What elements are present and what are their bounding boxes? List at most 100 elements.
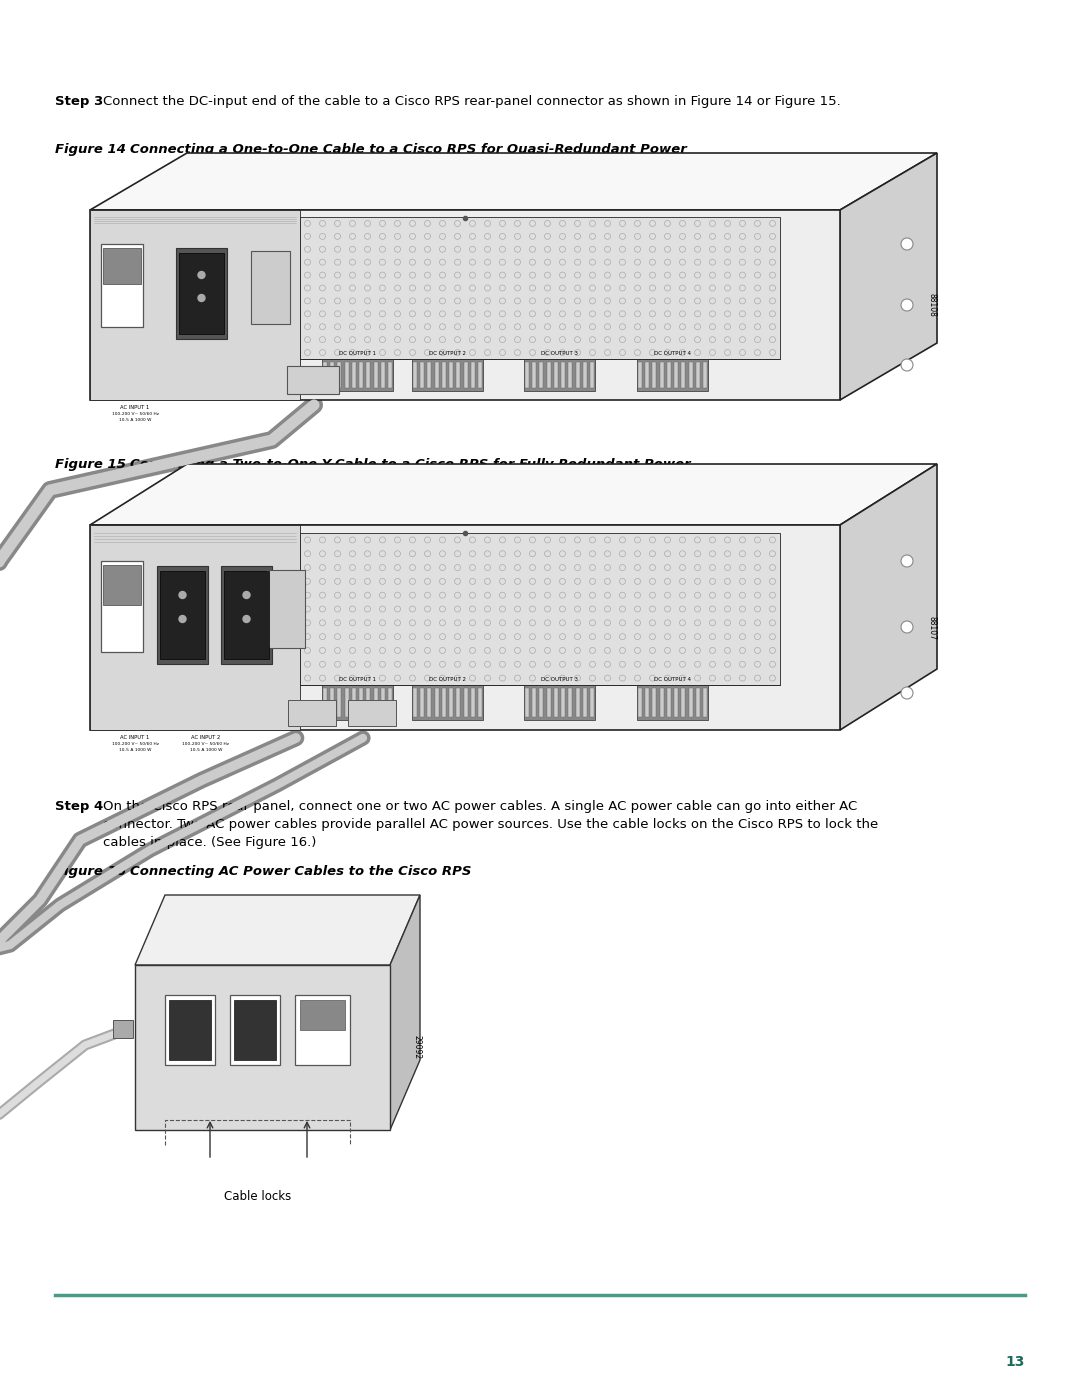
Bar (345, 687, 349, 717)
Bar (463, 362, 468, 388)
Text: Connecting a Two-to-One Y-Cable to a Cisco RPS for Fully Redundant Power: Connecting a Two-to-One Y-Cable to a Cis… (130, 458, 690, 471)
Bar (288, 700, 336, 726)
Text: connector. Two AC power cables provide parallel AC power sources. Use the cable : connector. Two AC power cables provide p… (103, 819, 878, 831)
Bar (179, 253, 224, 334)
Text: 88107: 88107 (928, 616, 936, 640)
Circle shape (901, 555, 913, 567)
Bar (330, 362, 334, 388)
Bar (300, 217, 780, 359)
Bar (554, 687, 558, 717)
Bar (295, 995, 350, 1065)
Polygon shape (90, 154, 937, 210)
Bar (352, 687, 356, 717)
Bar (703, 687, 707, 717)
Bar (696, 687, 700, 717)
Text: Figure 14: Figure 14 (55, 142, 126, 156)
Bar (568, 687, 572, 717)
Text: DC OUTPUT 4: DC OUTPUT 4 (654, 351, 691, 356)
Bar (637, 359, 708, 391)
Text: DC OUTPUT 2: DC OUTPUT 2 (429, 351, 465, 356)
Bar (348, 700, 396, 726)
Text: Step 3: Step 3 (55, 95, 104, 108)
Circle shape (901, 622, 913, 633)
Bar (674, 687, 678, 717)
Circle shape (198, 295, 205, 302)
Bar (471, 687, 475, 717)
Bar (666, 362, 671, 388)
Text: 13: 13 (1005, 1355, 1025, 1369)
Bar (102, 562, 143, 652)
Bar (230, 995, 280, 1065)
Bar (224, 571, 269, 659)
Text: DC OUTPUT 3: DC OUTPUT 3 (541, 351, 578, 356)
Text: 10-5 A 1000 W: 10-5 A 1000 W (119, 418, 151, 422)
Text: AC INPUT 1: AC INPUT 1 (120, 405, 150, 409)
Bar (576, 362, 580, 388)
Text: On the Cisco RPS rear panel, connect one or two AC power cables. A single AC pow: On the Cisco RPS rear panel, connect one… (103, 800, 858, 813)
Bar (525, 687, 529, 717)
Bar (300, 534, 780, 685)
Bar (638, 687, 642, 717)
Bar (360, 687, 363, 717)
Bar (660, 687, 664, 717)
Bar (652, 687, 657, 717)
Text: 100-200 V~ 50/60 Hz: 100-200 V~ 50/60 Hz (111, 742, 159, 746)
Circle shape (901, 359, 913, 372)
Bar (546, 362, 551, 388)
Bar (478, 362, 482, 388)
Bar (532, 362, 537, 388)
Bar (471, 362, 475, 388)
Bar (221, 566, 272, 664)
Circle shape (901, 237, 913, 250)
Bar (562, 687, 565, 717)
Text: DC OUTPUT 1: DC OUTPUT 1 (339, 678, 376, 682)
Bar (674, 362, 678, 388)
Bar (322, 685, 393, 719)
Bar (381, 687, 384, 717)
Text: cables in place. (See Figure 16.): cables in place. (See Figure 16.) (103, 835, 316, 849)
Bar (637, 685, 708, 719)
Bar (323, 687, 327, 717)
Polygon shape (840, 154, 937, 400)
Circle shape (179, 616, 186, 623)
Bar (366, 687, 370, 717)
Bar (345, 362, 349, 388)
Bar (360, 362, 363, 388)
Circle shape (179, 591, 186, 598)
Bar (168, 1000, 211, 1060)
Text: 10-5 A 1000 W: 10-5 A 1000 W (190, 747, 222, 752)
Bar (660, 362, 664, 388)
Bar (337, 362, 341, 388)
Bar (428, 687, 431, 717)
Text: 100-200 V~ 50/60 Hz: 100-200 V~ 50/60 Hz (183, 742, 229, 746)
Bar (524, 685, 595, 719)
Bar (300, 1000, 345, 1030)
Bar (568, 362, 572, 388)
Bar (165, 995, 215, 1065)
Bar (234, 1000, 276, 1060)
Text: Step 4: Step 4 (55, 800, 104, 813)
Bar (525, 362, 529, 388)
Bar (478, 687, 482, 717)
Bar (681, 687, 686, 717)
Bar (413, 362, 417, 388)
Bar (562, 362, 565, 388)
Bar (532, 687, 537, 717)
Bar (681, 362, 686, 388)
Bar (590, 362, 594, 388)
Text: Connecting a One-to-One Cable to a Cisco RPS for Quasi-Redundant Power: Connecting a One-to-One Cable to a Cisco… (130, 142, 687, 156)
Text: DC OUTPUT 3: DC OUTPUT 3 (541, 678, 578, 682)
Bar (160, 571, 205, 659)
Bar (554, 362, 558, 388)
Bar (90, 525, 300, 731)
Bar (638, 362, 642, 388)
Circle shape (243, 616, 249, 623)
Bar (322, 359, 393, 391)
Bar (457, 362, 460, 388)
Bar (135, 965, 390, 1130)
Text: 88108: 88108 (928, 293, 936, 317)
Bar (352, 362, 356, 388)
Bar (442, 362, 446, 388)
Bar (457, 687, 460, 717)
Circle shape (198, 271, 205, 278)
